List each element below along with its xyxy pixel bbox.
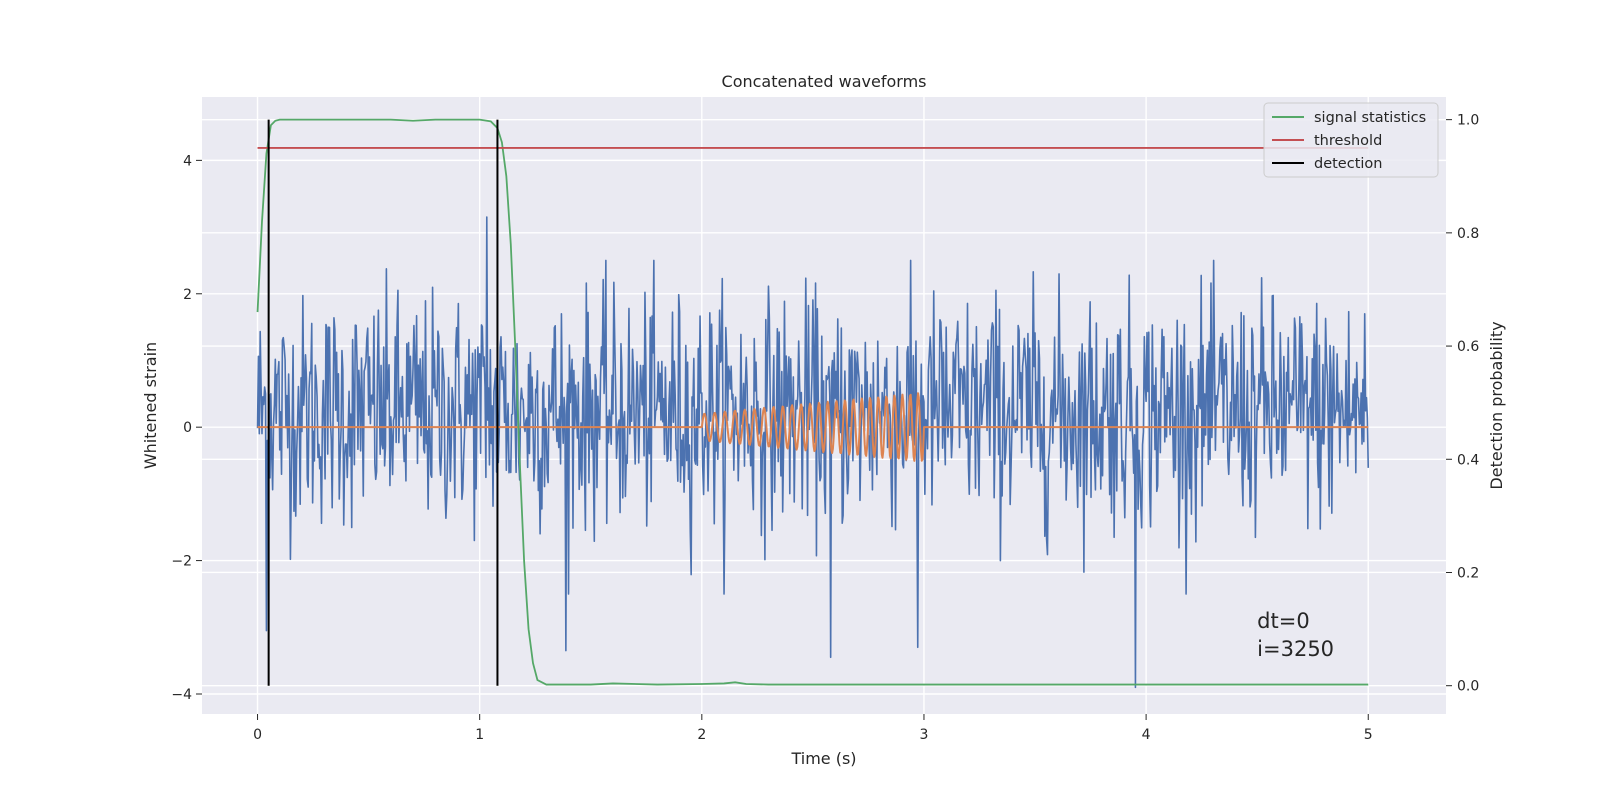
y2-tick-label: 0.8 [1457, 226, 1479, 242]
legend-label: signal statistics [1314, 110, 1426, 126]
annotation-dt: dt=0 [1257, 609, 1310, 633]
whitened-strain-series [256, 216, 1370, 689]
y2-axis-label: Detection probability [1487, 321, 1506, 489]
detection-probability-series [256, 118, 1369, 686]
x-tick-label: 3 [920, 727, 929, 743]
annotation-index: i=3250 [1257, 637, 1334, 661]
x-tick-label: 0 [253, 727, 262, 743]
legend-box [1263, 102, 1439, 178]
signal-statistics-line [256, 118, 1369, 686]
x-tick-label: 2 [697, 727, 706, 743]
x-tick-label: 1 [475, 727, 484, 743]
x-tick-label: 4 [1142, 727, 1151, 743]
y-axis-label: Whitened strain [141, 342, 160, 469]
legend: signal statistics threshold detection [1263, 102, 1439, 178]
y2-tick-label: 0.2 [1457, 565, 1479, 581]
x-axis-label: Time (s) [790, 749, 856, 768]
injected-signal-trace [257, 392, 1369, 462]
y2-tick-label: 1.0 [1457, 113, 1479, 129]
y2-tick-label: 0.6 [1457, 339, 1479, 355]
injected-signal-series [257, 392, 1369, 462]
y-tick-label: 0 [183, 420, 192, 436]
y2-tick-label: 0.4 [1457, 452, 1479, 468]
strain-trace [256, 216, 1370, 689]
legend-label: detection [1314, 156, 1382, 172]
x-tick-label: 5 [1364, 727, 1373, 743]
y2-tick-label: 0.0 [1457, 679, 1479, 695]
axis-ticks: 0 1 2 3 4 5 −4 −2 0 2 4 0.0 0.2 0.4 0.6 0.8 1.0 [171, 113, 1479, 743]
y-tick-label: −2 [171, 554, 192, 570]
legend-label: threshold [1314, 133, 1382, 149]
chart-title: Concatenated waveforms [722, 72, 927, 91]
y-tick-label: 2 [183, 287, 192, 303]
y-tick-label: 4 [183, 153, 192, 169]
y-tick-label: −4 [171, 687, 192, 703]
